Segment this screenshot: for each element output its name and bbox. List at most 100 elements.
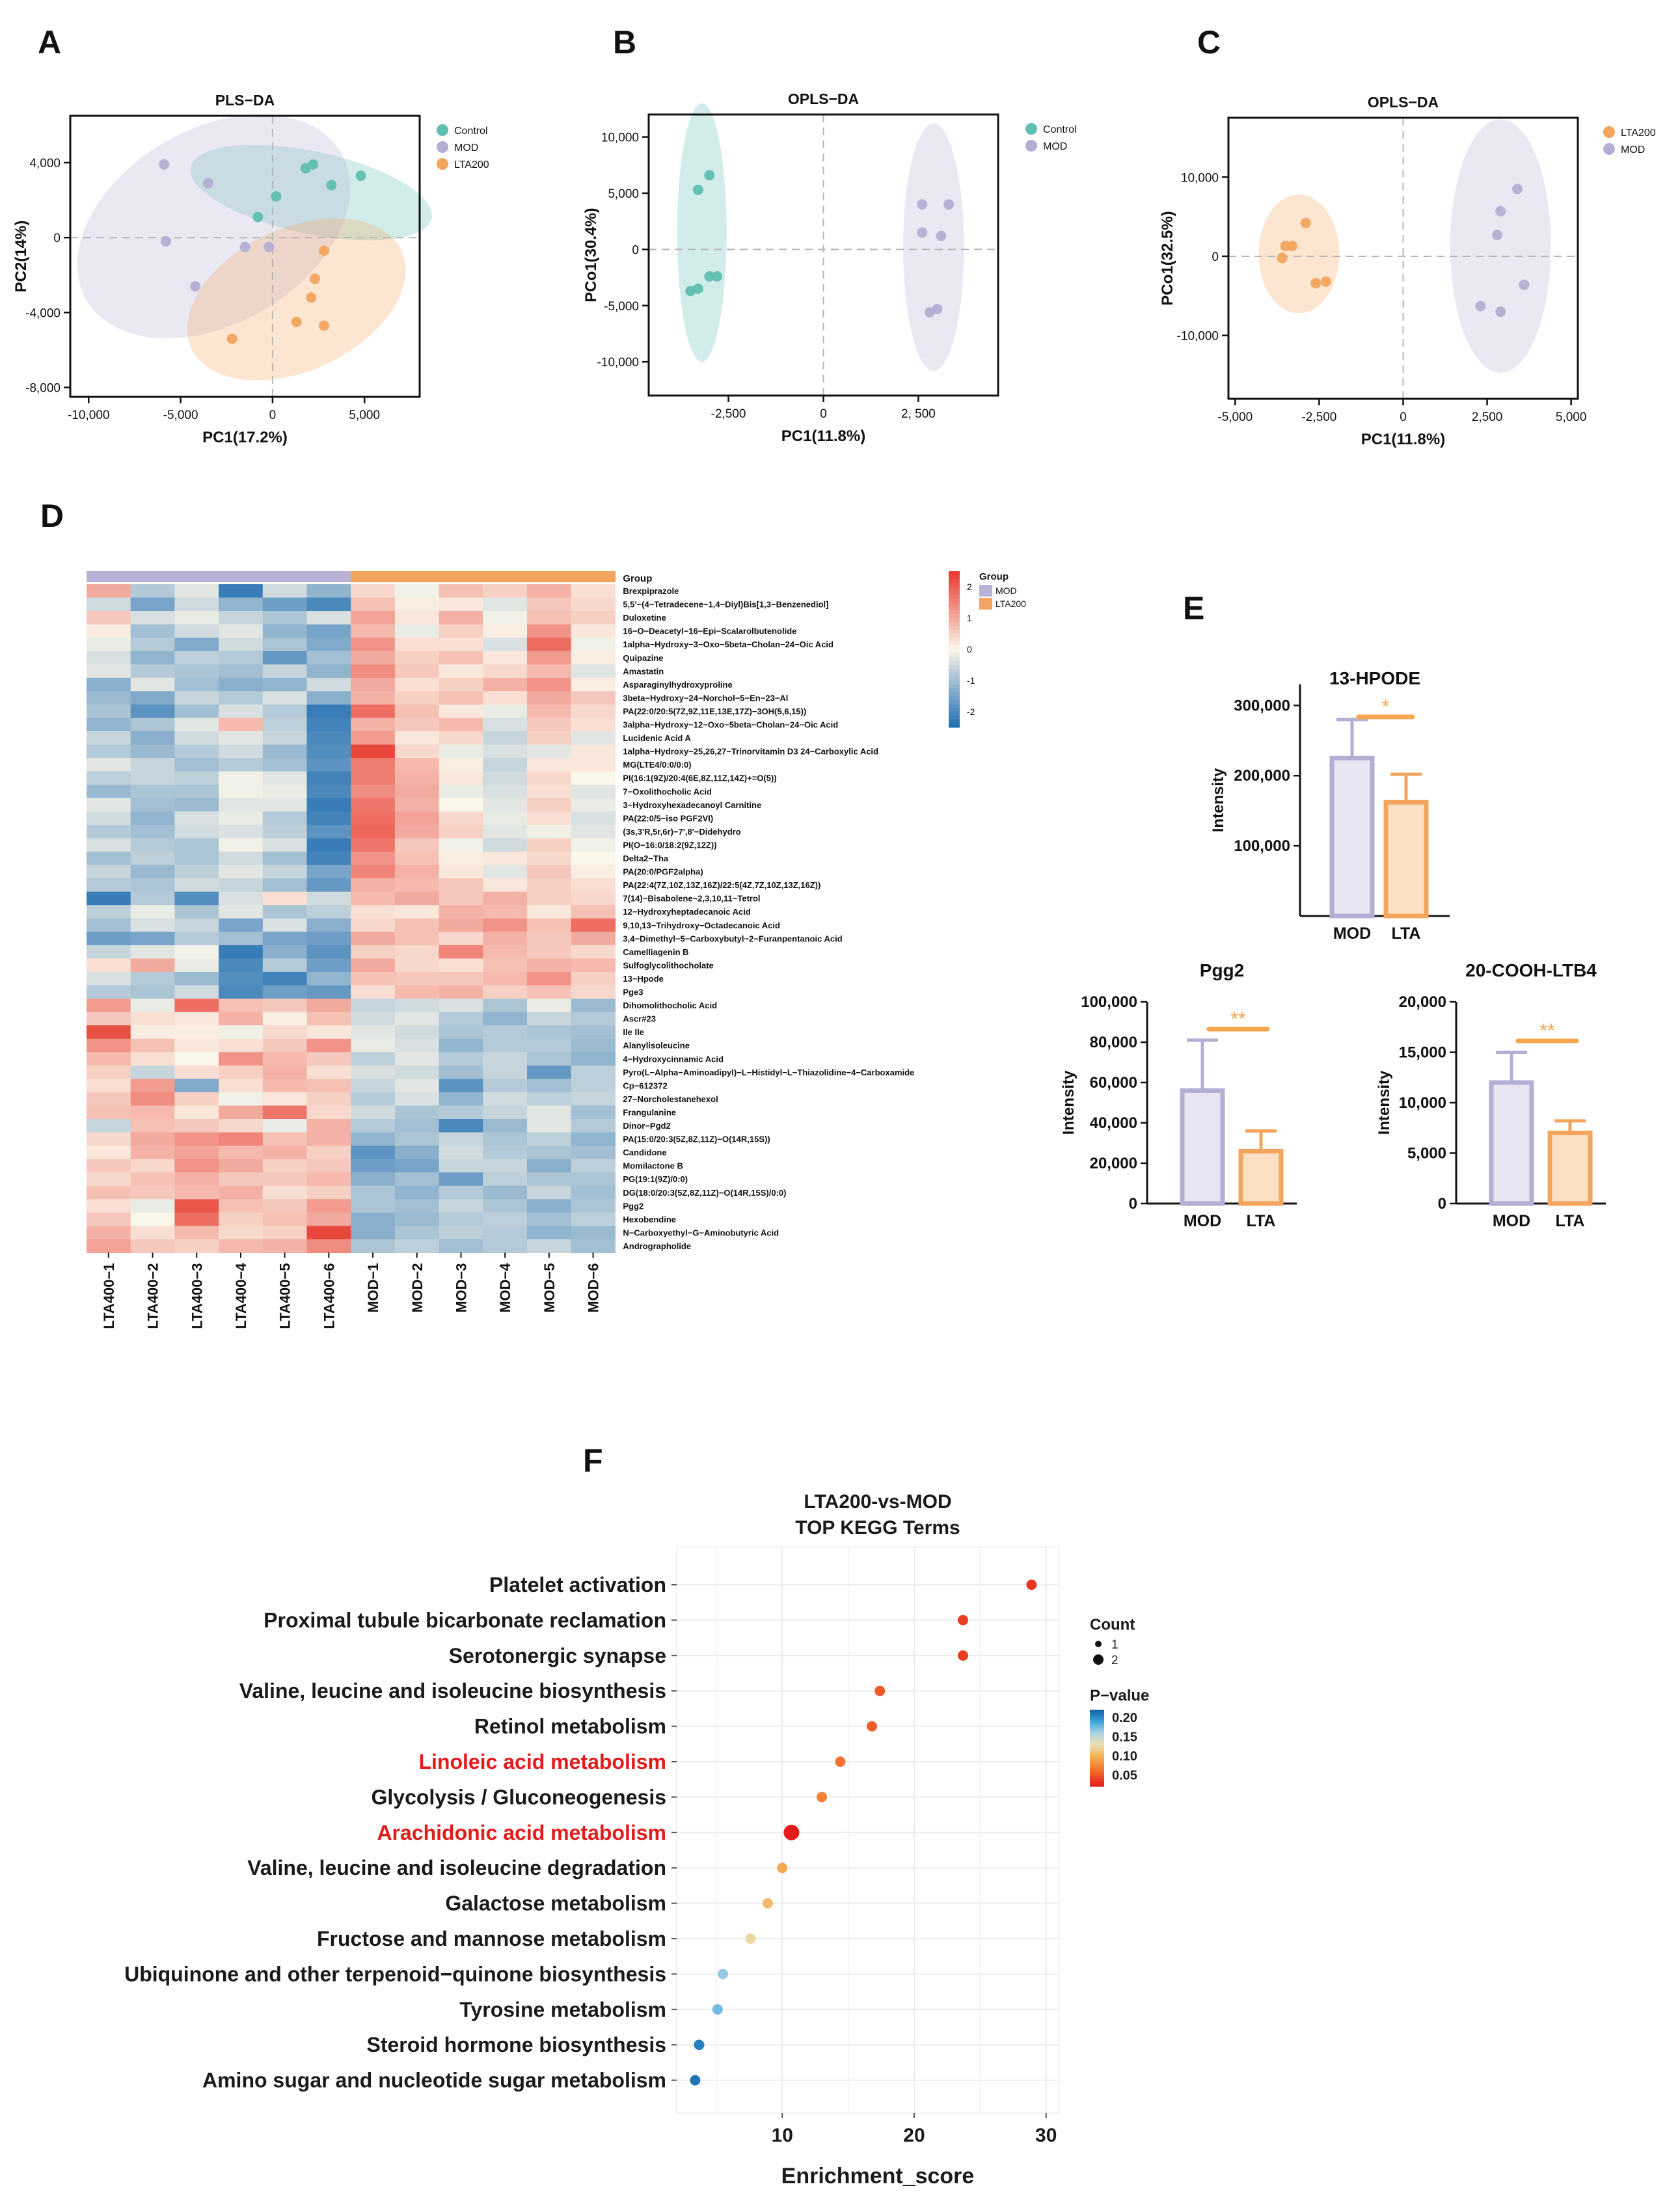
heatmap-cell (87, 798, 131, 812)
heatmap-cell (351, 999, 396, 1013)
colorbar-segment (949, 700, 960, 705)
heatmap-cell (439, 771, 483, 785)
heatmap-cell (394, 584, 440, 599)
heatmap-column-label: MOD−3 (453, 1263, 469, 1313)
kegg-term-label: Valine, leucine and isoleucine biosynthe… (239, 1679, 666, 1703)
heatmap-cell (87, 985, 131, 999)
heatmap-cell (87, 597, 131, 612)
heatmap-cell (571, 945, 616, 959)
heatmap-cell (527, 878, 572, 893)
heatmap-row-label: Pyro(L−Alpha−Aminoadipyl)−L−Histidyl−L−T… (623, 1068, 914, 1077)
heatmap-row-label: Pge3 (623, 988, 643, 997)
heatmap-cell (394, 718, 440, 732)
heatmap-cell (174, 1132, 219, 1146)
heatmap-cell (483, 838, 528, 852)
data-point-lta200 (226, 333, 237, 344)
heatmap-cell (571, 985, 616, 999)
heatmap-cell (394, 811, 440, 826)
heatmap-cell (439, 1159, 483, 1173)
heatmap-cell (439, 1239, 483, 1254)
heatmap-cell (306, 1038, 351, 1053)
heatmap-row-label: Pgg2 (623, 1201, 644, 1211)
heatmap-cell (351, 1146, 396, 1160)
x-tick-label: -5,000 (1217, 411, 1253, 424)
group-bar-cell (439, 571, 483, 582)
heatmap-cell (262, 945, 308, 959)
heatmap-cell (527, 611, 572, 625)
heatmap-cell (527, 1212, 572, 1226)
pvalue-colorbar-segment (1090, 1766, 1104, 1770)
heatmap-cell (351, 704, 396, 719)
heatmap-cell (351, 785, 396, 799)
data-point-control (704, 170, 715, 181)
heatmap-cell (306, 1172, 351, 1187)
heatmap-cell (351, 918, 396, 932)
heatmap-cell (219, 905, 264, 919)
colorbar-segment (949, 704, 960, 708)
data-point-control (271, 191, 282, 202)
heatmap-cell (527, 932, 572, 946)
heatmap-cell (483, 1132, 528, 1146)
colorbar-segment (949, 680, 960, 685)
group-legend-label: MOD (996, 586, 1017, 596)
heatmap-cell (306, 638, 351, 652)
heatmap-cell (439, 932, 483, 946)
data-point-mod (159, 159, 170, 170)
heatmap-cell (394, 838, 440, 852)
heatmap-cell (87, 651, 131, 665)
heatmap-cell (571, 651, 616, 665)
heatmap-cell (439, 758, 483, 772)
heatmap-cell (571, 1132, 616, 1146)
x-category-label: MOD (1184, 1212, 1221, 1230)
heatmap-cell (527, 971, 572, 986)
heatmap-cell (571, 891, 616, 906)
term-dot (957, 1615, 968, 1626)
term-dot (690, 2075, 701, 2086)
legend-label: MOD (1043, 141, 1067, 152)
heatmap-cell (130, 945, 175, 959)
group-bar-cell (306, 571, 351, 582)
heatmap-cell (219, 811, 264, 826)
heatmap-cell (439, 1105, 483, 1120)
heatmap-cell (306, 1025, 351, 1040)
heatmap-cell (219, 638, 264, 652)
heatmap-cell (483, 945, 528, 959)
heatmap-cell (571, 1038, 616, 1053)
heatmap-column-label: LTA400−2 (145, 1263, 161, 1329)
heatmap-cell (306, 677, 351, 692)
heatmap-cell (394, 1132, 440, 1146)
colorbar-segment (949, 618, 960, 623)
heatmap-row-label: Delta2−Tha (623, 854, 668, 863)
heatmap-cell (483, 758, 528, 772)
heatmap-cell (351, 1105, 396, 1120)
heatmap-cell (130, 958, 175, 973)
heatmap-row-label: 7(14)−Bisabolene−2,3,10,11−Tetrol (623, 894, 760, 904)
heatmap-cell (130, 771, 175, 785)
heatmap-cell (87, 1239, 131, 1254)
heatmap-cell (439, 731, 483, 746)
heatmap-cell (351, 865, 396, 879)
heatmap-row-label: Camelliagenin B (623, 947, 688, 957)
colorbar-segment (949, 665, 960, 669)
heatmap-cell (262, 811, 308, 826)
y-tick-label: 0 (1438, 1195, 1446, 1213)
heatmap-cell (483, 785, 528, 799)
heatmap-cell (130, 1199, 175, 1213)
heatmap-cell (439, 999, 483, 1013)
heatmap-cell (394, 1239, 440, 1254)
heatmap-cell (306, 811, 351, 826)
heatmap-cell (483, 597, 528, 612)
legend-swatch-mod (1603, 143, 1615, 155)
heatmap-cell (262, 1159, 308, 1173)
heatmap-cell (394, 1199, 440, 1213)
chart-title: 13-HPODE (1329, 668, 1420, 688)
heatmap-cell (219, 624, 264, 638)
colorbar-tick-label: -2 (967, 707, 975, 717)
heatmap-cell (130, 798, 175, 812)
heatmap-cell (571, 691, 616, 705)
heatmap-cell (527, 891, 572, 906)
heatmap-cell (306, 1092, 351, 1107)
heatmap-cell (483, 824, 528, 839)
heatmap-cell (439, 985, 483, 999)
heatmap-cell (174, 731, 219, 746)
